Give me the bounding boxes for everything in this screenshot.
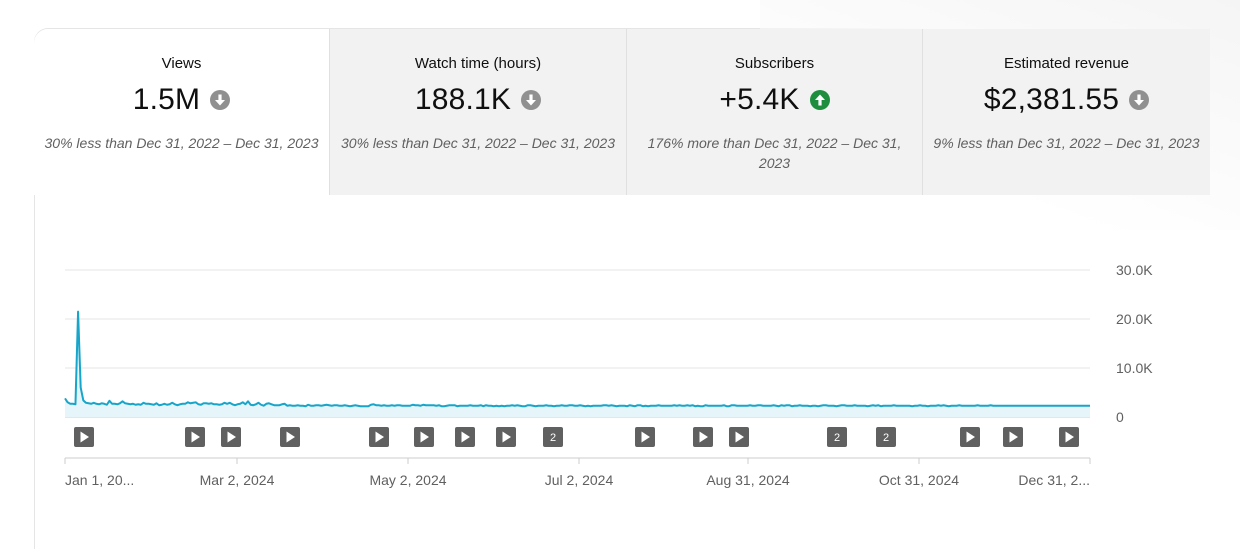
marker-count: 2 [550, 432, 556, 444]
metric-label: Watch time (hours) [414, 55, 542, 72]
play-icon [1009, 431, 1018, 443]
play-icon [227, 431, 236, 443]
marker-box [876, 427, 896, 447]
video-marker-play[interactable] [455, 427, 475, 447]
video-marker-play[interactable] [74, 427, 94, 447]
marker-count: 2 [834, 432, 840, 444]
play-icon [735, 431, 744, 443]
metric-label: Estimated revenue [1003, 55, 1130, 72]
video-marker-play[interactable] [414, 427, 434, 447]
video-marker-play[interactable] [1003, 427, 1023, 447]
marker-box [827, 427, 847, 447]
metric-value-row: 1.5M [34, 83, 329, 117]
metric-comparison: 176% more than Dec 31, 2022 – Dec 31, 20… [647, 135, 902, 171]
metric-value-row: $2,381.55 [923, 83, 1210, 117]
metric-value: 188.1K [414, 83, 512, 116]
play-icon [191, 431, 200, 443]
arrow-down-circle-icon [210, 90, 231, 110]
arrow-up-circle-icon [809, 90, 830, 110]
video-marker-play[interactable] [185, 427, 205, 447]
video-marker-play[interactable] [693, 427, 713, 447]
play-icon [699, 431, 708, 443]
x-tick-label: Mar 2, 2024 [200, 472, 275, 488]
x-tick-label: Jul 2, 2024 [545, 472, 614, 488]
metric-value-row: 188.1K [330, 83, 626, 117]
metric-tabs: Views 1.5M 30% less than Dec 31, 2022 – De… [34, 29, 1210, 195]
x-tick-label: Jan 1, 20... [65, 472, 134, 488]
play-icon [502, 431, 511, 443]
video-marker-play[interactable] [1059, 427, 1079, 447]
video-marker-group[interactable]: 2 [543, 427, 563, 447]
play-icon [420, 431, 429, 443]
metric-value-row: +5.4K [627, 83, 922, 117]
arrow-down-circle-icon [1129, 90, 1150, 110]
video-marker-play[interactable] [635, 427, 655, 447]
x-tick-label: Oct 31, 2024 [879, 472, 959, 488]
video-marker-play[interactable] [221, 427, 241, 447]
play-icon [80, 431, 89, 443]
x-tick-label: May 2, 2024 [369, 472, 446, 488]
arrow-down-circle-icon [521, 90, 542, 110]
metric-tab-watch-time-hours[interactable]: Watch time (hours) 188.1K 30% less than De… [329, 29, 626, 195]
metric-tab-subscribers[interactable]: Subscribers +5.4K 176% more than Dec 31, 2… [626, 29, 922, 195]
x-tick-label: Aug 31, 2024 [706, 472, 790, 488]
metric-comparison: 30% less than Dec 31, 2022 – Dec 31, 202… [44, 135, 319, 151]
video-marker-play[interactable] [729, 427, 749, 447]
y-tick-label: 0 [1116, 409, 1124, 425]
metric-comparison: 30% less than Dec 31, 2022 – Dec 31, 202… [341, 135, 615, 151]
metric-tab-estimated-revenue[interactable]: Estimated revenue $2,381.55 9% less than D… [922, 29, 1210, 195]
metric-comparison: 9% less than Dec 31, 2022 – Dec 31, 2023 [933, 135, 1200, 151]
metric-tab-views[interactable]: Views 1.5M 30% less than Dec 31, 2022 – De… [34, 29, 329, 195]
series-line [64, 310, 1090, 408]
play-icon [461, 431, 470, 443]
metric-value: +5.4K [719, 83, 800, 116]
video-marker-play[interactable] [960, 427, 980, 447]
play-icon [286, 431, 295, 443]
play-icon [641, 431, 650, 443]
video-marker-group[interactable]: 2 [827, 427, 847, 447]
y-tick-label: 20.0K [1116, 311, 1153, 327]
metric-label: Views [161, 55, 202, 72]
y-tick-label: 30.0K [1116, 262, 1153, 278]
metric-value: 1.5M [132, 83, 201, 116]
play-icon [966, 431, 975, 443]
play-icon [375, 431, 384, 443]
play-icon [1065, 431, 1074, 443]
video-marker-group[interactable]: 2 [876, 427, 896, 447]
video-marker-play[interactable] [280, 427, 300, 447]
x-tick-label: Dec 31, 2... [1018, 472, 1090, 488]
y-tick-label: 10.0K [1116, 360, 1153, 376]
marker-box [543, 427, 563, 447]
marker-count: 2 [883, 432, 889, 444]
metric-value: $2,381.55 [983, 83, 1120, 116]
metric-label: Subscribers [734, 55, 815, 72]
views-chart: 0 10.0K 20.0K 30.0K 2 2 2 Jan 1, 20... Mar 2, 20… [64, 262, 1153, 488]
video-marker-play[interactable] [369, 427, 389, 447]
series-area [65, 311, 1090, 417]
video-marker-play[interactable] [496, 427, 516, 447]
